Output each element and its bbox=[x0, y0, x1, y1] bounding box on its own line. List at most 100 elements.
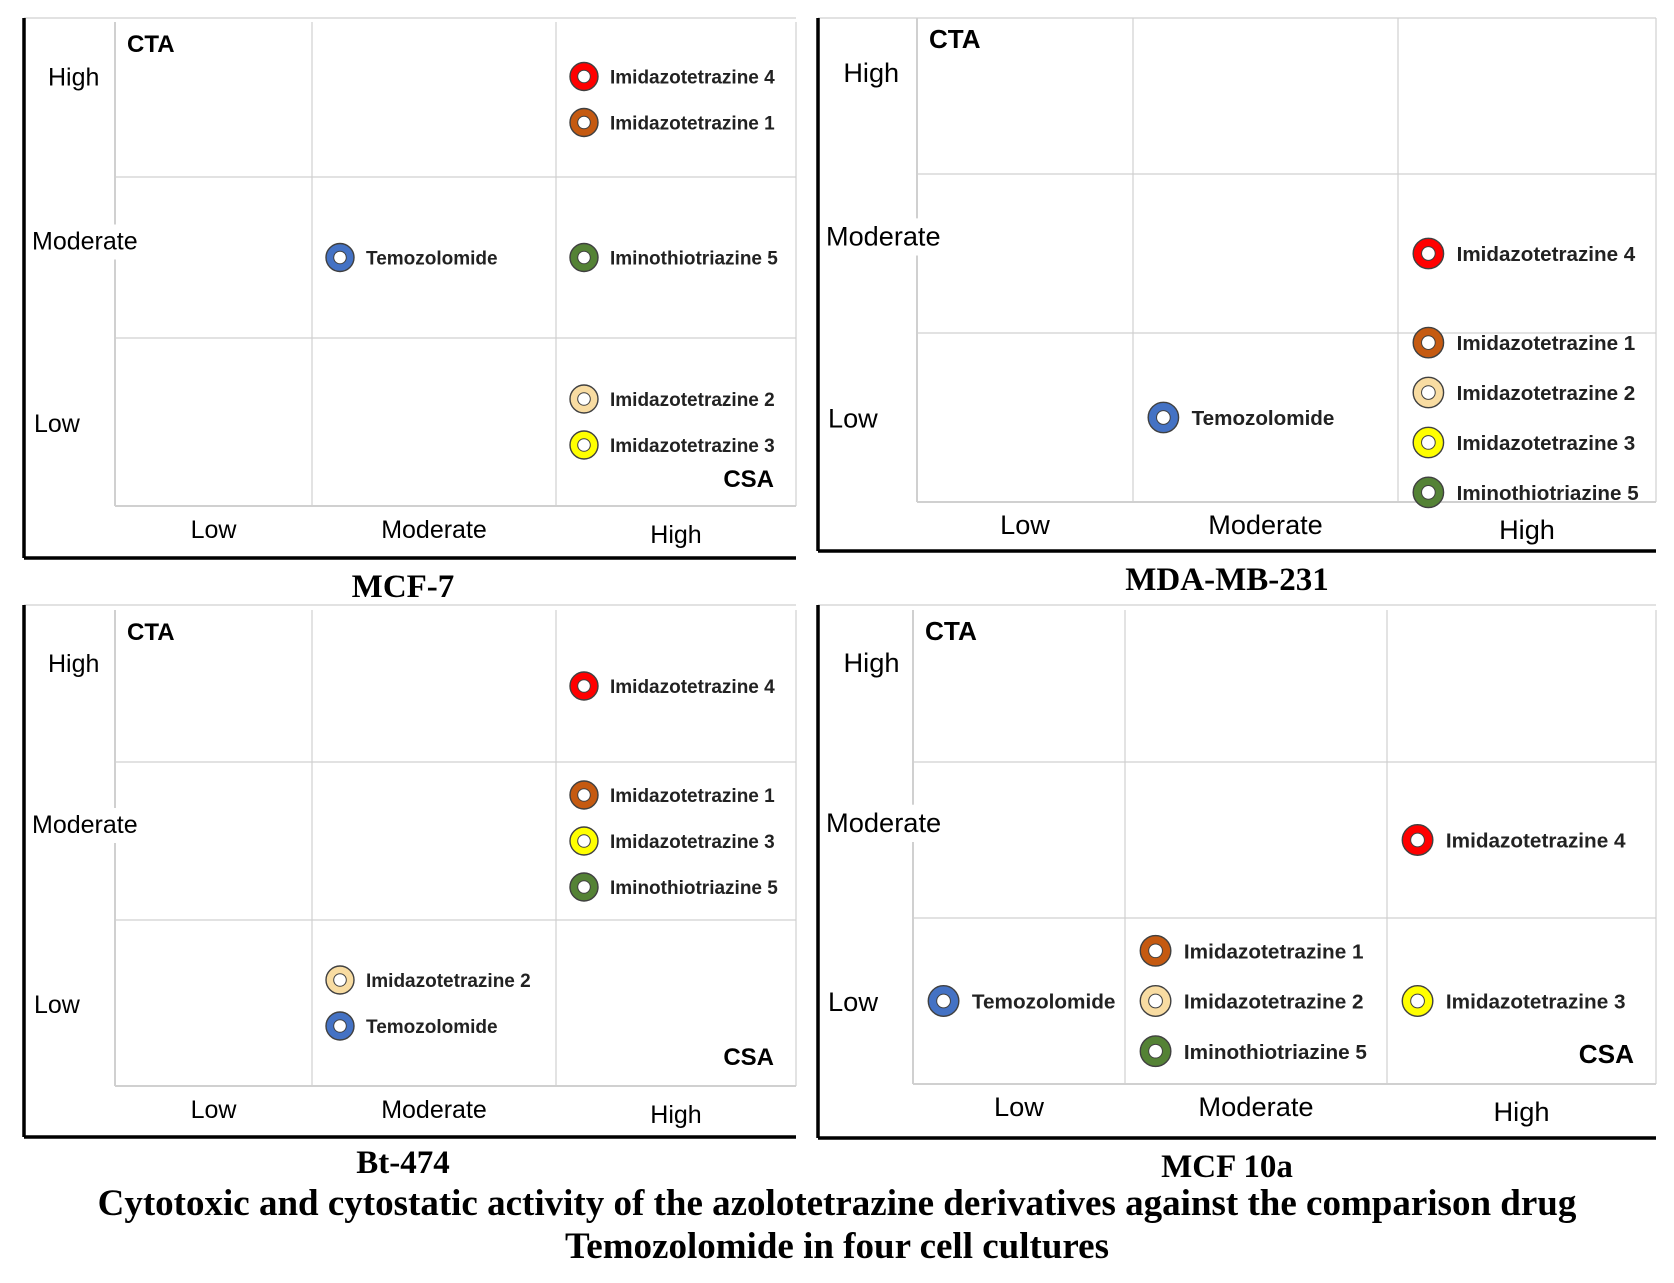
point-label-iminothiotriazine-5: Iminothiotriazine 5 bbox=[1184, 1041, 1367, 1064]
point-imidazotetrazine-4: Imidazotetrazine 4 bbox=[1412, 237, 1636, 270]
chart-panel-mcf-7: Low Moderate High Low Moderate High CTA CSA MCF-… bbox=[22, 17, 797, 605]
x-tick-label-moderate: Moderate bbox=[381, 516, 487, 544]
point-temozolomide: Temozolomide bbox=[927, 985, 1116, 1017]
y-tick-label-high: High bbox=[48, 650, 99, 678]
point-label-imidazotetrazine-2: Imidazotetrazine 2 bbox=[610, 390, 775, 411]
y-tick-label-high: High bbox=[843, 57, 899, 88]
point-iminothiotriazine-5: Iminothiotriazine 5 bbox=[569, 872, 778, 902]
point-marker-center bbox=[1156, 410, 1171, 425]
point-label-imidazotetrazine-3: Imidazotetrazine 3 bbox=[610, 436, 775, 457]
y-tick-label-low: Low bbox=[34, 991, 81, 1019]
point-marker-center bbox=[1148, 1043, 1163, 1059]
x-axis-title: CSA bbox=[1579, 1039, 1634, 1069]
point-imidazotetrazine-1: Imidazotetrazine 1 bbox=[1412, 326, 1636, 359]
point-label-imidazotetrazine-3: Imidazotetrazine 3 bbox=[1457, 432, 1636, 455]
point-label-imidazotetrazine-2: Imidazotetrazine 2 bbox=[1457, 382, 1636, 405]
point-marker-center bbox=[577, 250, 591, 265]
y-tick-label-high: High bbox=[843, 647, 899, 678]
point-label-imidazotetrazine-1: Imidazotetrazine 1 bbox=[610, 114, 775, 135]
point-marker-center bbox=[1421, 385, 1436, 400]
tick-label-backdrop bbox=[824, 644, 909, 682]
panel-title: Bt-474 bbox=[356, 1145, 450, 1181]
y-tick-label-low: Low bbox=[828, 986, 878, 1017]
point-label-iminothiotriazine-5: Iminothiotriazine 5 bbox=[1457, 482, 1639, 505]
y-tick-label-moderate: Moderate bbox=[826, 221, 941, 252]
point-marker-center bbox=[577, 69, 591, 84]
tick-label-backdrop bbox=[30, 407, 111, 442]
point-label-temozolomide: Temozolomide bbox=[366, 249, 498, 270]
point-marker-center bbox=[577, 115, 591, 130]
x-tick-label-high: High bbox=[1499, 514, 1555, 545]
point-marker-center bbox=[1148, 993, 1163, 1009]
point-temozolomide: Temozolomide bbox=[1147, 401, 1334, 434]
point-marker-center bbox=[333, 973, 347, 987]
point-marker-center bbox=[936, 993, 951, 1009]
chart-panels: Low Moderate High Low Moderate High CTA CSA MCF-… bbox=[22, 17, 1657, 1185]
y-axis-title: CTA bbox=[925, 616, 977, 646]
y-axis-title: CTA bbox=[929, 24, 981, 54]
tick-label-backdrop bbox=[824, 804, 941, 842]
point-label-temozolomide: Temozolomide bbox=[972, 991, 1116, 1014]
point-label-imidazotetrazine-4: Imidazotetrazine 4 bbox=[610, 68, 775, 89]
point-marker-center bbox=[577, 880, 591, 894]
tick-label-backdrop bbox=[824, 983, 909, 1021]
point-imidazotetrazine-2: Imidazotetrazine 2 bbox=[1139, 985, 1364, 1017]
panel-title: MCF-7 bbox=[352, 569, 455, 605]
tick-label-backdrop bbox=[30, 988, 111, 1023]
x-tick-label-low: Low bbox=[191, 1096, 238, 1124]
chart-panel-mcf-10a: Low Moderate High Low Moderate High CTA CSA MCF … bbox=[816, 604, 1657, 1185]
tick-label-backdrop bbox=[30, 808, 143, 843]
point-label-imidazotetrazine-3: Imidazotetrazine 3 bbox=[610, 832, 775, 853]
point-marker-center bbox=[1421, 435, 1436, 450]
point-marker-center bbox=[577, 438, 591, 452]
point-imidazotetrazine-2: Imidazotetrazine 2 bbox=[325, 965, 531, 995]
point-temozolomide: Temozolomide bbox=[325, 242, 498, 273]
tick-label-backdrop bbox=[824, 54, 913, 92]
point-label-imidazotetrazine-4: Imidazotetrazine 4 bbox=[610, 677, 775, 698]
point-imidazotetrazine-4: Imidazotetrazine 4 bbox=[569, 671, 775, 701]
point-imidazotetrazine-1: Imidazotetrazine 1 bbox=[1139, 934, 1364, 967]
x-axis-title: CSA bbox=[723, 1044, 774, 1071]
point-marker-center bbox=[333, 1019, 347, 1033]
x-tick-label-low: Low bbox=[994, 1091, 1044, 1122]
point-imidazotetrazine-3: Imidazotetrazine 3 bbox=[569, 430, 775, 460]
point-label-imidazotetrazine-4: Imidazotetrazine 4 bbox=[1446, 830, 1626, 853]
y-tick-label-moderate: Moderate bbox=[32, 811, 138, 839]
point-marker-center bbox=[577, 679, 591, 693]
tick-label-backdrop bbox=[824, 218, 945, 256]
y-axis-title: CTA bbox=[127, 31, 175, 58]
point-imidazotetrazine-1: Imidazotetrazine 1 bbox=[569, 780, 775, 810]
point-label-imidazotetrazine-1: Imidazotetrazine 1 bbox=[610, 786, 775, 807]
point-marker-center bbox=[1421, 246, 1436, 261]
tick-label-backdrop bbox=[30, 60, 111, 96]
point-temozolomide: Temozolomide bbox=[325, 1011, 498, 1041]
point-imidazotetrazine-3: Imidazotetrazine 3 bbox=[569, 826, 775, 856]
point-imidazotetrazine-1: Imidazotetrazine 1 bbox=[569, 107, 775, 138]
point-marker-center bbox=[1421, 485, 1436, 500]
y-tick-label-high: High bbox=[48, 64, 99, 92]
point-imidazotetrazine-3: Imidazotetrazine 3 bbox=[1401, 985, 1626, 1017]
point-iminothiotriazine-5: Iminothiotriazine 5 bbox=[1412, 476, 1639, 509]
point-marker-center bbox=[1410, 993, 1425, 1009]
point-marker-center bbox=[1148, 943, 1163, 959]
point-imidazotetrazine-3: Imidazotetrazine 3 bbox=[1412, 426, 1636, 459]
point-imidazotetrazine-2: Imidazotetrazine 2 bbox=[569, 384, 775, 414]
x-tick-label-high: High bbox=[650, 1101, 701, 1129]
x-tick-label-moderate: Moderate bbox=[1198, 1091, 1313, 1122]
point-imidazotetrazine-4: Imidazotetrazine 4 bbox=[1401, 824, 1626, 856]
y-tick-label-low: Low bbox=[828, 403, 878, 434]
chart-panel-bt-474: Low Moderate High Low Moderate High CTA CSA Bt-4… bbox=[22, 604, 797, 1181]
point-iminothiotriazine-5: Iminothiotriazine 5 bbox=[1139, 1035, 1367, 1068]
figure-caption-line-2: Temozolomide in four cell cultures bbox=[565, 1226, 1109, 1267]
y-tick-label-moderate: Moderate bbox=[32, 228, 138, 256]
point-label-imidazotetrazine-1: Imidazotetrazine 1 bbox=[1457, 332, 1636, 355]
point-imidazotetrazine-2: Imidazotetrazine 2 bbox=[1412, 376, 1636, 409]
point-label-iminothiotriazine-5: Iminothiotriazine 5 bbox=[610, 249, 778, 270]
point-label-imidazotetrazine-2: Imidazotetrazine 2 bbox=[1184, 991, 1364, 1014]
y-tick-label-low: Low bbox=[34, 410, 81, 438]
x-tick-label-high: High bbox=[1493, 1096, 1549, 1127]
point-marker-center bbox=[333, 250, 347, 265]
x-tick-label-moderate: Moderate bbox=[381, 1096, 487, 1124]
point-marker-center bbox=[1421, 335, 1436, 350]
x-tick-label-low: Low bbox=[1000, 509, 1050, 540]
